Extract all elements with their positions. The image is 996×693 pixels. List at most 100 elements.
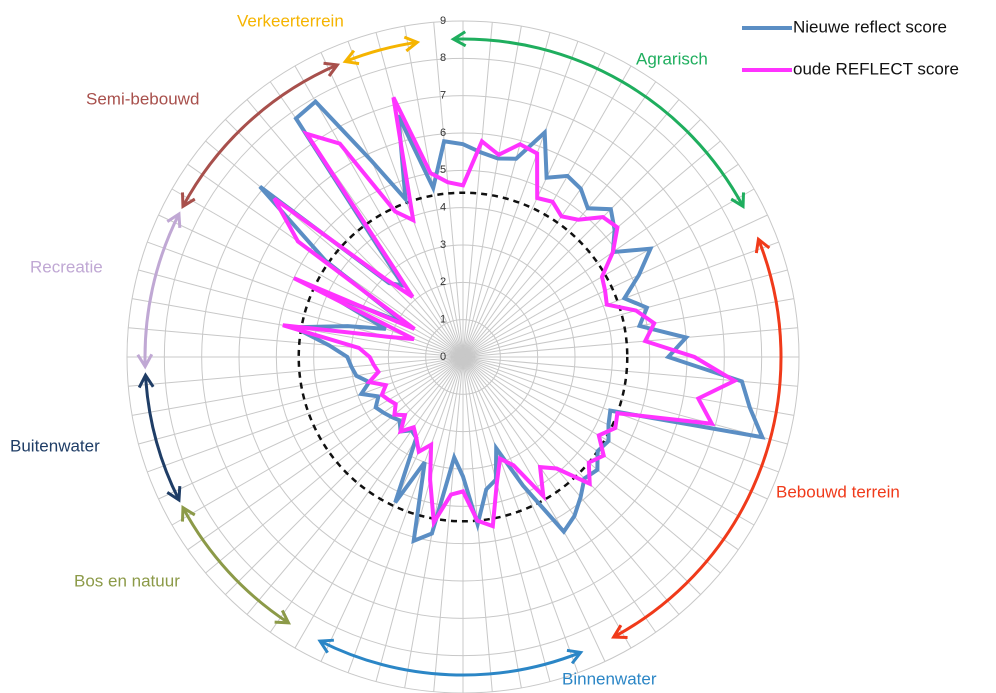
spoke <box>462 81 657 358</box>
spoke <box>294 356 464 649</box>
r-tick-label: 1 <box>440 314 446 326</box>
spoke <box>246 99 464 358</box>
grid-ring <box>126 20 800 693</box>
spoke <box>462 163 739 358</box>
group-arrow <box>144 375 181 501</box>
spoke <box>375 356 464 682</box>
spoke <box>225 119 464 358</box>
group-label: Recreatie <box>30 257 103 276</box>
spoke <box>462 356 794 416</box>
legend-label: oude REFLECT score <box>793 59 959 78</box>
group-arrows <box>136 30 783 677</box>
arrow-head <box>180 505 196 522</box>
grid-ring <box>350 244 576 470</box>
group-label: Bos en natuur <box>74 571 180 590</box>
spoke <box>462 188 755 358</box>
spoke <box>462 356 798 387</box>
group-arrow <box>143 213 181 367</box>
spoke <box>462 22 493 358</box>
r-tick-label: 2 <box>440 276 446 288</box>
grid-ring <box>425 319 501 395</box>
spoke <box>158 356 464 500</box>
spoke <box>462 119 701 358</box>
r-tick-label: 7 <box>440 90 446 102</box>
spoke <box>462 356 788 445</box>
arrow-head <box>166 486 182 503</box>
group-arrow <box>344 40 418 63</box>
arrow-head <box>323 61 341 77</box>
spoke <box>462 356 551 682</box>
spoke <box>225 356 464 595</box>
arrow-head <box>180 192 196 209</box>
arrow-head <box>566 648 584 665</box>
spoke <box>462 41 579 358</box>
series-line <box>258 98 766 545</box>
arrow-head <box>342 49 360 66</box>
spoke <box>462 356 606 662</box>
grid-ring <box>313 207 613 507</box>
spoke <box>128 356 464 387</box>
r-tick-label: 6 <box>440 127 446 139</box>
spoke <box>187 356 464 551</box>
grid-ring <box>275 169 651 545</box>
group-label: Buitenwater <box>10 436 100 455</box>
spoke <box>462 298 794 358</box>
spoke <box>171 356 464 526</box>
group-arrow <box>612 238 783 639</box>
spoke <box>462 356 579 673</box>
r-tick-label: 3 <box>440 239 446 251</box>
group-arrow <box>319 639 582 677</box>
r-tick-label: 4 <box>440 202 446 214</box>
spoke <box>462 241 779 358</box>
spoke <box>433 22 464 358</box>
arrow-head <box>137 372 155 389</box>
series-line <box>272 96 739 529</box>
group-arrow <box>181 506 290 625</box>
arrow-head <box>730 192 746 209</box>
spoke <box>462 356 721 574</box>
spoke <box>462 52 606 358</box>
spoke <box>462 356 739 551</box>
plot <box>258 96 766 545</box>
arrow-head <box>317 638 334 654</box>
group-label: Bebouwd terrein <box>776 482 900 501</box>
group-arrow <box>181 63 338 208</box>
spoke <box>138 269 464 358</box>
spoke <box>433 356 464 692</box>
spoke <box>205 356 464 574</box>
spoke <box>462 32 551 358</box>
spoke <box>462 99 680 358</box>
arrow-head <box>403 35 421 53</box>
group-label: Verkeerterrein <box>237 11 344 30</box>
grid-ring <box>201 95 725 619</box>
spoke <box>462 327 798 358</box>
grid: 0 1 2 3 4 5 6 7 8 9 <box>126 15 800 693</box>
spoke <box>462 214 768 358</box>
arrow-head <box>754 236 771 254</box>
arrow-head <box>136 353 154 370</box>
spoke <box>147 356 464 473</box>
arrow-head <box>450 30 467 48</box>
spoke <box>246 356 464 615</box>
r-tick-label: 0 <box>440 351 446 363</box>
spoke <box>138 356 464 445</box>
spoke <box>269 356 464 633</box>
spoke <box>320 356 464 662</box>
group-label: Agrarisch <box>636 49 708 68</box>
grid-ring <box>163 57 763 657</box>
spoke <box>205 140 464 358</box>
r-tick-label: 9 <box>440 15 446 27</box>
legend: Nieuwe reflect score oude REFLECT score <box>742 17 959 78</box>
grid-ring <box>387 281 539 433</box>
spoke <box>462 65 632 358</box>
spoke <box>462 356 657 633</box>
spoke <box>462 356 680 615</box>
arrow-head <box>274 609 291 625</box>
group-label: Semi-bebouwd <box>86 89 199 108</box>
grid-ring <box>238 132 688 582</box>
r-tick-label: 8 <box>440 52 446 64</box>
reference-circle <box>297 191 629 523</box>
group-label: Binnenwater <box>562 669 657 688</box>
spoke <box>462 269 788 358</box>
